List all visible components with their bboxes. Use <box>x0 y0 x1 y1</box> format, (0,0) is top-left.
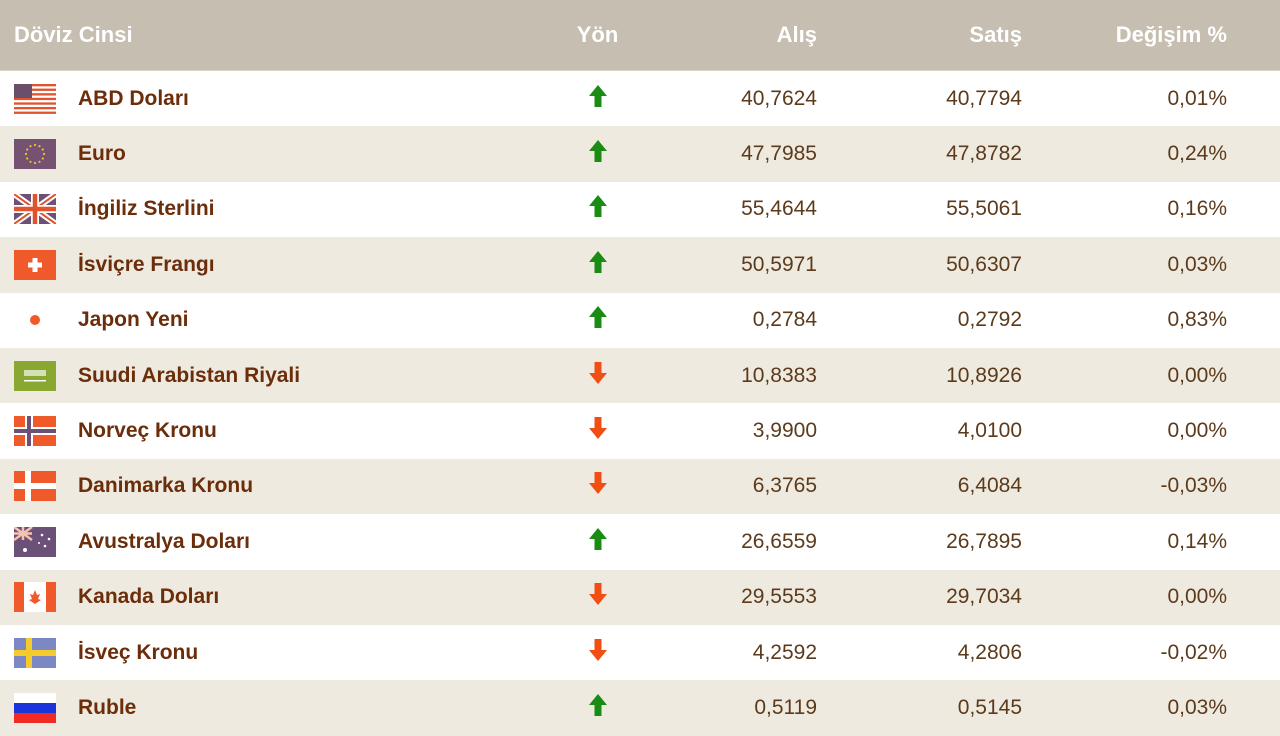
table-row[interactable]: Danimarka Kronu 6,3765 6,4084 -0,03% <box>0 458 1280 515</box>
buy-value: 47,7985 <box>741 142 817 166</box>
table-row[interactable]: Avustralya Doları 26,6559 26,7895 0,14% <box>0 514 1280 569</box>
currency-name: İngiliz Sterlini <box>78 197 215 221</box>
arrow-up-icon <box>588 693 608 723</box>
table-row[interactable]: ABD Doları 40,7624 40,7794 0,01% <box>0 71 1280 126</box>
change-value: 0,03% <box>1167 252 1227 276</box>
sell-value: 29,7034 <box>946 585 1022 609</box>
se-flag-icon <box>14 637 56 668</box>
currency-name: Danimarka Kronu <box>78 474 254 498</box>
header-direction[interactable]: Yön <box>576 22 619 47</box>
dk-flag-icon <box>14 471 56 502</box>
sell-value: 26,7895 <box>946 529 1022 553</box>
arrow-down-icon <box>588 582 608 612</box>
currency-name: ABD Doları <box>78 86 189 110</box>
arrow-down-icon <box>588 471 608 501</box>
table-row[interactable]: Suudi Arabistan Riyali 10,8383 10,8926 0… <box>0 347 1280 404</box>
buy-value: 3,9900 <box>752 419 817 443</box>
change-value: 0,83% <box>1167 308 1227 332</box>
no-flag-icon <box>14 416 56 447</box>
table-row[interactable]: Ruble 0,5119 0,5145 0,03% <box>0 680 1280 736</box>
sell-value: 0,5145 <box>957 695 1022 719</box>
currency-name: Ruble <box>78 695 137 719</box>
sa-flag-icon <box>14 360 56 391</box>
table-row[interactable]: İsviçre Frangı 50,5971 50,6307 0,03% <box>0 237 1280 293</box>
jp-flag-icon <box>14 305 56 336</box>
header-change[interactable]: Değişim % <box>1115 22 1227 47</box>
change-value: -0,03% <box>1160 474 1227 498</box>
sell-value: 0,2792 <box>957 308 1022 332</box>
buy-value: 10,8383 <box>741 363 817 387</box>
change-value: 0,00% <box>1167 419 1227 443</box>
eu-flag-icon <box>14 139 56 170</box>
sell-value: 55,5061 <box>946 197 1022 221</box>
currency-name: Norveç Kronu <box>78 419 217 443</box>
change-value: -0,02% <box>1160 640 1227 664</box>
buy-value: 55,4644 <box>741 197 817 221</box>
currency-name: Avustralya Doları <box>78 529 250 553</box>
header-sell[interactable]: Satış <box>969 22 1022 47</box>
buy-value: 0,2784 <box>752 308 817 332</box>
ru-flag-icon <box>14 692 56 723</box>
sell-value: 50,6307 <box>946 252 1022 276</box>
sell-value: 47,8782 <box>946 142 1022 166</box>
table-row[interactable]: Japon Yeni 0,2784 0,2792 0,83% <box>0 293 1280 348</box>
buy-value: 50,5971 <box>741 252 817 276</box>
sell-value: 4,2806 <box>957 640 1022 664</box>
arrow-up-icon <box>588 194 608 224</box>
currency-name: İsveç Kronu <box>78 640 199 664</box>
currency-name: Suudi Arabistan Riyali <box>78 363 301 387</box>
change-value: 0,00% <box>1167 585 1227 609</box>
currency-name: Kanada Doları <box>78 585 220 609</box>
buy-value: 0,5119 <box>754 695 817 719</box>
sell-value: 10,8926 <box>946 363 1022 387</box>
ca-flag-icon <box>14 582 56 613</box>
table-row[interactable]: İngiliz Sterlini 55,4644 55,5061 0,16% <box>0 182 1280 237</box>
currency-name: Euro <box>78 142 126 166</box>
sell-value: 4,0100 <box>957 419 1022 443</box>
table-row[interactable]: Norveç Kronu 3,9900 4,0100 0,00% <box>0 403 1280 458</box>
sell-value: 6,4084 <box>957 474 1022 498</box>
header-buy[interactable]: Alış <box>776 22 817 47</box>
ch-flag-icon <box>14 249 56 280</box>
change-value: 0,00% <box>1167 363 1227 387</box>
change-value: 0,16% <box>1167 197 1227 221</box>
change-value: 0,14% <box>1167 529 1227 553</box>
buy-value: 26,6559 <box>741 529 817 553</box>
sell-value: 40,7794 <box>946 86 1022 110</box>
table-row[interactable]: İsveç Kronu 4,2592 4,2806 -0,02% <box>0 625 1280 680</box>
us-flag-icon <box>14 83 56 114</box>
table-header: Döviz Cinsi Yön Alış Satış Değişim % <box>0 0 1280 71</box>
buy-value: 6,3765 <box>752 474 817 498</box>
buy-value: 29,5553 <box>741 585 817 609</box>
arrow-down-icon <box>588 638 608 668</box>
currency-name: İsviçre Frangı <box>78 252 215 276</box>
header-currency[interactable]: Döviz Cinsi <box>14 22 133 47</box>
arrow-up-icon <box>588 305 608 335</box>
arrow-up-icon <box>588 250 608 280</box>
table-row[interactable]: Euro 47,7985 47,8782 0,24% <box>0 126 1280 182</box>
currency-table: ABD Doları 40,7624 40,7794 0,01% Euro 47,… <box>0 71 1280 736</box>
change-value: 0,03% <box>1167 695 1227 719</box>
arrow-up-icon <box>588 84 608 114</box>
arrow-up-icon <box>588 139 608 169</box>
arrow-down-icon <box>588 416 608 446</box>
currency-name: Japon Yeni <box>78 308 189 332</box>
buy-value: 40,7624 <box>741 86 817 110</box>
arrow-down-icon <box>588 361 608 391</box>
change-value: 0,01% <box>1167 86 1227 110</box>
table-row[interactable]: Kanada Doları 29,5553 29,7034 0,00% <box>0 569 1280 625</box>
au-flag-icon <box>14 526 56 557</box>
change-value: 0,24% <box>1167 142 1227 166</box>
arrow-up-icon <box>588 527 608 557</box>
gb-flag-icon <box>14 194 56 225</box>
buy-value: 4,2592 <box>752 640 817 664</box>
